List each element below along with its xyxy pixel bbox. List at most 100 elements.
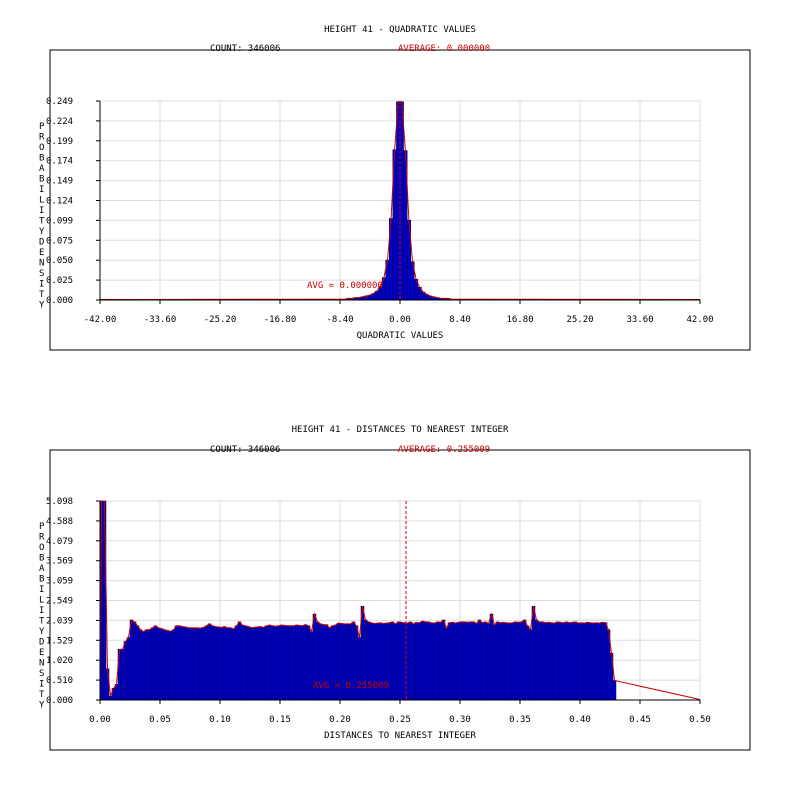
x-tick-label: 0.05	[149, 715, 171, 725]
histogram-bar	[561, 622, 566, 701]
histogram-bar	[447, 622, 452, 701]
histogram-bar	[429, 622, 434, 701]
histogram-bar	[471, 621, 476, 701]
histogram-bar	[249, 627, 254, 701]
histogram-bar	[102, 500, 107, 701]
histogram-bar	[267, 624, 272, 701]
histogram-bar	[579, 622, 584, 701]
x-axis-label: QUADRATIC VALUES	[357, 331, 444, 341]
y-tick-label: 0.174	[46, 157, 73, 167]
histogram-bar	[240, 624, 245, 701]
histogram-bar	[582, 622, 587, 701]
histogram-bar	[303, 624, 308, 701]
x-tick-label: 42.00	[686, 315, 713, 325]
histogram-bar	[246, 626, 251, 701]
histogram-bar	[531, 606, 536, 701]
histogram-bar	[510, 622, 515, 701]
x-tick-label: 0.25	[389, 715, 411, 725]
histogram-bar	[141, 631, 146, 701]
histogram-bar	[300, 625, 305, 701]
x-tick-label: -16.80	[264, 315, 297, 325]
y-tick-label: 5.098	[46, 497, 73, 507]
histogram-bar	[399, 622, 404, 701]
histogram-bar	[546, 622, 551, 701]
x-tick-label: 0.45	[629, 715, 651, 725]
x-tick-label: 0.50	[689, 715, 711, 725]
y-tick-label: 0.025	[46, 276, 73, 286]
histogram-bar	[219, 627, 224, 701]
histogram-bar	[414, 622, 419, 701]
histogram-bar	[486, 623, 491, 701]
histogram-bar	[243, 625, 248, 701]
y-tick-label: 1.020	[46, 656, 73, 666]
histogram-bar	[591, 622, 596, 701]
histogram-bar	[105, 668, 110, 701]
histogram-bar	[423, 621, 428, 701]
y-tick-label: 0.075	[46, 236, 73, 246]
histogram-bar	[306, 625, 311, 701]
histogram-bar	[198, 627, 203, 701]
histogram-bar	[120, 649, 125, 701]
histogram-bar	[585, 622, 590, 701]
histogram-bar	[576, 622, 581, 701]
histogram-bar	[498, 622, 503, 701]
histogram-bar	[258, 626, 263, 701]
histogram-bar	[192, 627, 197, 701]
histogram-bar	[144, 629, 149, 701]
histogram-bar	[273, 625, 278, 701]
histogram-bar	[228, 627, 233, 701]
histogram-bar	[138, 629, 143, 701]
histogram-bar	[489, 613, 494, 701]
average-label: AVERAGE: 0.255009	[398, 445, 490, 455]
histogram-bar	[435, 621, 440, 701]
histogram-bar	[276, 625, 281, 701]
histogram-bar	[150, 627, 155, 701]
x-tick-label: 0.10	[209, 715, 231, 725]
x-tick-label: 16.80	[506, 315, 533, 325]
histogram-bar	[459, 621, 464, 701]
histogram-bar	[186, 627, 191, 701]
x-tick-label: 0.20	[329, 715, 351, 725]
histogram-bar	[603, 622, 608, 701]
histogram-bar	[252, 627, 257, 701]
histogram-bar	[153, 625, 158, 701]
y-tick-label: 0.149	[46, 177, 73, 187]
histogram-bar	[417, 622, 422, 701]
histogram-bar	[201, 627, 206, 701]
histogram-bar	[174, 625, 179, 701]
histogram-bar	[162, 629, 167, 701]
count-label: COUNT: 346006	[210, 44, 280, 54]
histogram-bar	[522, 619, 527, 701]
y-tick-label: 4.588	[46, 517, 73, 527]
histogram-bar	[408, 621, 413, 701]
histogram-bar	[480, 622, 485, 701]
y-tick-label: 3.569	[46, 557, 73, 567]
histogram-bar	[393, 623, 398, 701]
histogram-bar	[462, 621, 467, 701]
histogram-bar	[396, 101, 401, 301]
x-tick-label: 0.15	[269, 715, 291, 725]
histogram-bar	[564, 621, 569, 701]
x-tick-label: 0.00	[389, 315, 411, 325]
histogram-bar	[465, 622, 470, 701]
histogram-bar	[552, 622, 557, 701]
histogram-bar	[390, 621, 395, 701]
histogram-bar	[129, 619, 134, 701]
histogram-bar	[477, 619, 482, 701]
histogram-bar	[264, 625, 269, 701]
histogram-bar	[165, 630, 170, 701]
histogram-bar	[453, 622, 458, 701]
histogram-bar	[474, 623, 479, 701]
histogram-bar	[261, 627, 266, 701]
histogram-bar	[156, 627, 161, 701]
histogram-bar	[612, 680, 617, 701]
histogram-bar	[555, 621, 560, 701]
histogram-bar	[189, 627, 194, 701]
x-tick-label: 0.30	[449, 715, 471, 725]
x-tick-label: 0.35	[509, 715, 531, 725]
histogram-bar	[195, 627, 200, 701]
histogram-bar	[534, 619, 539, 701]
y-tick-label: 0.000	[46, 296, 73, 306]
